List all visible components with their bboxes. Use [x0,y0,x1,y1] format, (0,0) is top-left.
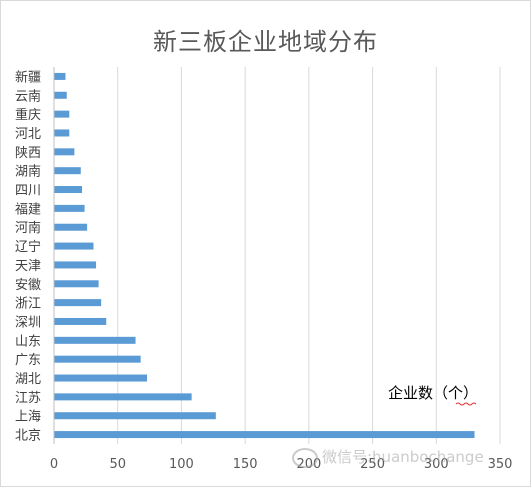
bar [54,393,192,401]
bar [54,148,75,156]
bar [54,204,85,212]
category-label: 辽宁 [15,239,41,255]
watermark: 微信号:huanbochange [292,446,484,468]
x-tick-label: 0 [50,457,58,472]
category-label: 安徽 [15,278,41,293]
bar [54,317,107,325]
annotation-text: 企业数（个） [388,384,478,402]
category-label: 深圳 [15,315,41,330]
bar [54,129,70,137]
bar [54,242,94,250]
category-label: 山东 [15,334,41,349]
bar [54,167,81,175]
category-label: 陕西 [15,146,41,161]
bar [54,223,88,231]
bar [54,186,83,194]
bar [54,72,66,80]
category-label: 四川 [15,184,41,199]
x-tick-label: 100 [169,457,194,472]
bar [54,261,97,269]
category-label: 北京 [15,429,41,444]
bar [54,374,148,382]
category-label: 河北 [15,127,41,142]
category-label: 天津 [15,259,41,274]
x-tick-label: 50 [109,457,126,472]
bar [54,280,99,288]
category-label: 上海 [15,410,41,425]
x-tick-label: 350 [488,457,513,472]
category-label: 湖南 [15,164,41,180]
chart-title: 新三板企业地域分布 [153,28,378,56]
category-label: 福建 [15,202,41,217]
category-label: 新疆 [15,69,41,85]
category-label: 湖北 [15,372,41,387]
bar [54,431,475,439]
category-label: 云南 [15,88,41,104]
x-tick-label: 150 [233,457,258,472]
bar [54,412,216,420]
bar [54,355,141,363]
x-tick-label: 300 [424,457,449,472]
bar [54,299,102,307]
category-label: 浙江 [15,297,41,312]
watermark-text: 微信号:huanbochange [322,448,484,466]
category-label: 重庆 [15,107,41,123]
bar [54,110,70,118]
wechat-icon [292,447,318,468]
category-label: 江苏 [15,390,41,406]
bar [54,91,67,99]
spellcheck-underline [455,402,477,406]
bar [54,336,136,344]
category-label: 广东 [15,353,41,368]
category-label: 河南 [15,220,41,236]
x-tick-label: 250 [360,457,385,472]
